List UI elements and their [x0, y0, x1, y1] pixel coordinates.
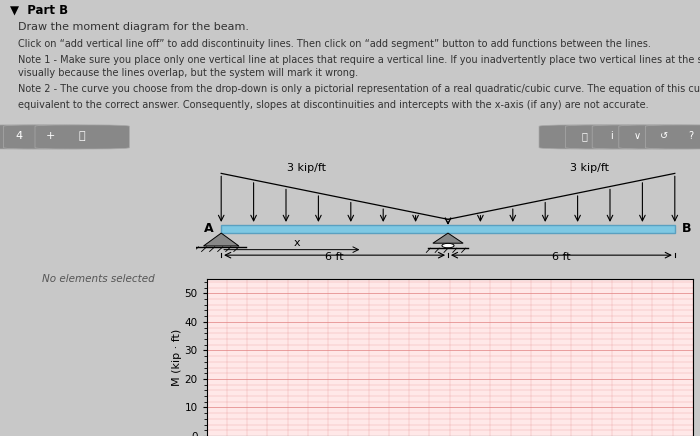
Text: +: +: [46, 131, 55, 141]
Text: 🗑: 🗑: [79, 131, 85, 141]
Text: A: A: [204, 222, 214, 235]
Text: Note 1 - Make sure you place only one vertical line at places that require a ver: Note 1 - Make sure you place only one ve…: [18, 55, 700, 65]
Y-axis label: M (kip · ft): M (kip · ft): [172, 329, 181, 386]
Polygon shape: [433, 233, 463, 243]
Text: equivalent to the correct answer. Consequently, slopes at discontinuities and in: equivalent to the correct answer. Conseq…: [18, 100, 648, 110]
Text: No elements selected: No elements selected: [41, 274, 155, 284]
FancyBboxPatch shape: [645, 125, 700, 149]
FancyBboxPatch shape: [0, 125, 66, 149]
Text: i: i: [610, 131, 612, 141]
Text: 4: 4: [15, 131, 23, 141]
Text: ?: ?: [688, 131, 694, 141]
Circle shape: [442, 243, 454, 248]
Text: 3 kip/ft: 3 kip/ft: [288, 163, 326, 173]
Text: 3 kip/ft: 3 kip/ft: [570, 163, 608, 173]
Text: 6 ft: 6 ft: [326, 252, 344, 262]
Text: x: x: [293, 238, 300, 248]
FancyBboxPatch shape: [592, 125, 683, 149]
FancyBboxPatch shape: [619, 125, 700, 149]
Text: 💡: 💡: [582, 131, 587, 141]
Text: Draw the moment diagram for the beam.: Draw the moment diagram for the beam.: [18, 22, 248, 32]
Text: Note 2 - The curve you choose from the drop-down is only a pictorial representat: Note 2 - The curve you choose from the d…: [18, 84, 700, 94]
Polygon shape: [204, 233, 239, 246]
FancyBboxPatch shape: [539, 125, 630, 149]
Text: visually because the lines overlap, but the system will mark it wrong.: visually because the lines overlap, but …: [18, 68, 358, 78]
Text: 6 ft: 6 ft: [552, 252, 570, 262]
FancyBboxPatch shape: [566, 125, 657, 149]
FancyBboxPatch shape: [35, 125, 130, 149]
Text: ▼  Part B: ▼ Part B: [10, 3, 69, 17]
Text: ↺: ↺: [660, 131, 668, 141]
Text: B: B: [682, 222, 692, 235]
Text: ∨: ∨: [634, 131, 641, 141]
Bar: [221, 225, 675, 233]
Text: Click on “add vertical line off” to add discontinuity lines. Then click on “add : Click on “add vertical line off” to add …: [18, 39, 650, 49]
FancyBboxPatch shape: [4, 125, 98, 149]
